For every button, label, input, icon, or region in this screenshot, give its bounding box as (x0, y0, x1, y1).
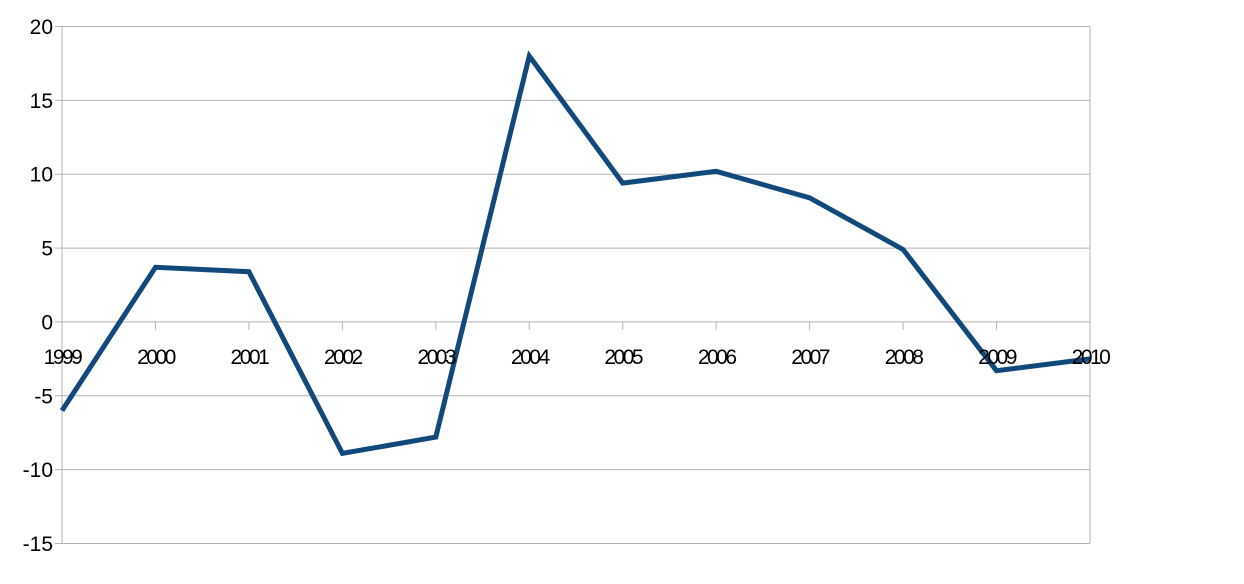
x-axis-tick-label: 2010 (1072, 346, 1111, 369)
y-axis-tick-label: 20 (30, 16, 53, 39)
x-axis-tick-label: 2002 (324, 346, 363, 369)
y-axis-tick-label: 15 (30, 90, 53, 113)
y-axis-tick-label: -5 (34, 385, 53, 408)
y-axis-tick-label: 10 (30, 164, 53, 187)
x-axis-tick-label: 2006 (698, 346, 737, 369)
x-axis-tick-label: 2008 (885, 346, 924, 369)
x-axis-tick-label: 2005 (604, 346, 643, 369)
y-axis-tick-label: 0 (41, 311, 53, 334)
x-axis-tick-label: 2001 (231, 346, 270, 369)
y-axis-tick-label: -10 (23, 459, 53, 482)
y-axis-tick-label: 5 (41, 238, 53, 261)
y-axis-tick-label: -15 (23, 533, 53, 556)
x-axis-tick-label: 2000 (137, 346, 176, 369)
x-axis-tick-label: 1999 (44, 346, 83, 369)
x-axis-tick-label: 2007 (791, 346, 830, 369)
x-axis-tick-label: 2004 (511, 346, 551, 369)
x-axis-tick-label: 2003 (417, 346, 456, 369)
x-axis-tick-label: 2009 (978, 346, 1017, 369)
data-line (59, 50, 1091, 457)
